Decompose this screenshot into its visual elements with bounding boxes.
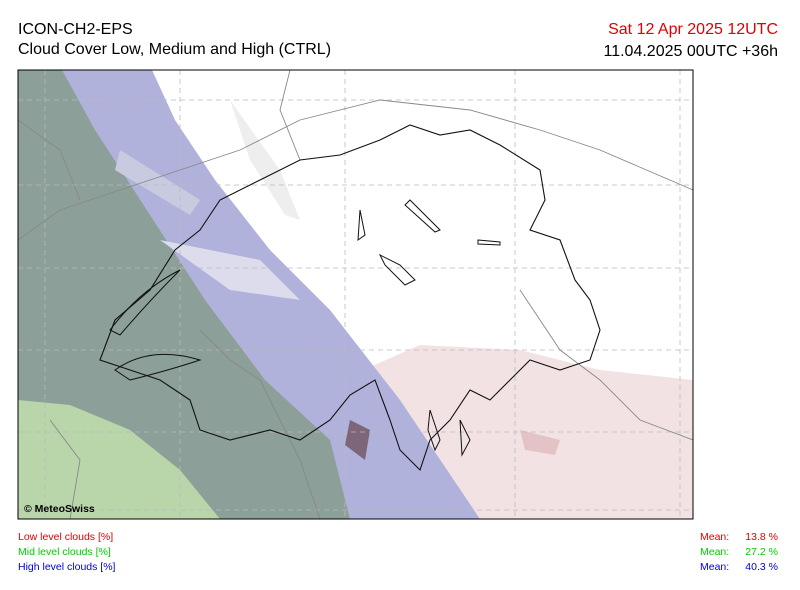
cloud-patch <box>345 420 370 460</box>
mean-value: 27.2 % <box>745 546 778 558</box>
run-time: 11.04.2025 00UTC +36h <box>604 43 779 60</box>
borders <box>18 70 693 519</box>
map-frame <box>17 69 694 520</box>
legend-label: Low level clouds [%] <box>18 531 113 543</box>
subtitle: Cloud Cover Low, Medium and High (CTRL) <box>18 41 331 58</box>
cloud-streak <box>230 100 300 220</box>
cloud-streak <box>115 150 200 215</box>
mean-label: Mean: <box>700 546 729 558</box>
mean-label: Mean: <box>700 561 729 573</box>
grid <box>18 70 693 519</box>
title: ICON-CH2-EPS <box>18 21 133 38</box>
map: © MeteoSwiss <box>17 69 694 520</box>
mid-cloud-area <box>18 400 220 519</box>
mean-label: Mean: <box>700 531 729 543</box>
mixed-cloud-area <box>18 70 350 519</box>
lakes <box>109 199 501 457</box>
legend-label: High level clouds [%] <box>18 561 116 573</box>
legend: Low level clouds [%] Mean: 13.8 % Mid level… <box>18 531 778 573</box>
cloud-patch <box>520 430 560 455</box>
valid-time: Sat 12 Apr 2025 12UTC <box>608 21 778 38</box>
copyright: © MeteoSwiss <box>24 503 95 515</box>
cloud-streak <box>160 240 300 300</box>
mean-value: 40.3 % <box>745 561 778 573</box>
national-border <box>99 124 601 472</box>
mean-value: 13.8 % <box>745 531 778 543</box>
legend-label: Mid level clouds [%] <box>18 546 111 558</box>
